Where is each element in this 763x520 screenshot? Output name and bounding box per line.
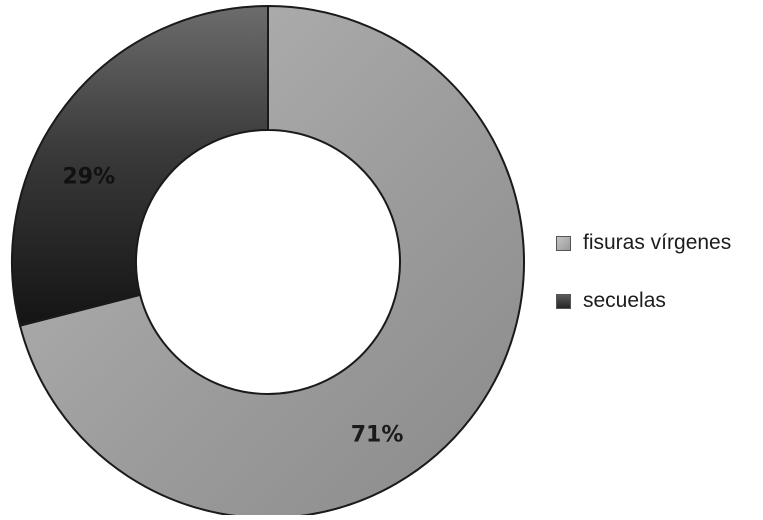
- legend-item-fisuras-virgenes: fisuras vírgenes: [556, 228, 761, 258]
- legend-swatch-secuelas: [556, 293, 571, 309]
- slices-group: [11, 4, 525, 519]
- legend-label-fisuras-virgenes: fisuras vírgenes: [583, 231, 732, 254]
- legend-label-secuelas: secuelas: [583, 289, 666, 312]
- donut-slice-0: [18, 4, 525, 519]
- data-label-1: 29%: [63, 165, 116, 190]
- data-label-0: 71%: [351, 423, 404, 448]
- donut-slice-1: [11, 4, 269, 327]
- legend: fisuras vírgenes secuelas: [556, 228, 761, 344]
- legend-item-secuelas: secuelas: [556, 286, 761, 316]
- labels-group: 71% 29%: [63, 165, 404, 448]
- legend-swatch-fisuras-virgenes: [556, 235, 571, 251]
